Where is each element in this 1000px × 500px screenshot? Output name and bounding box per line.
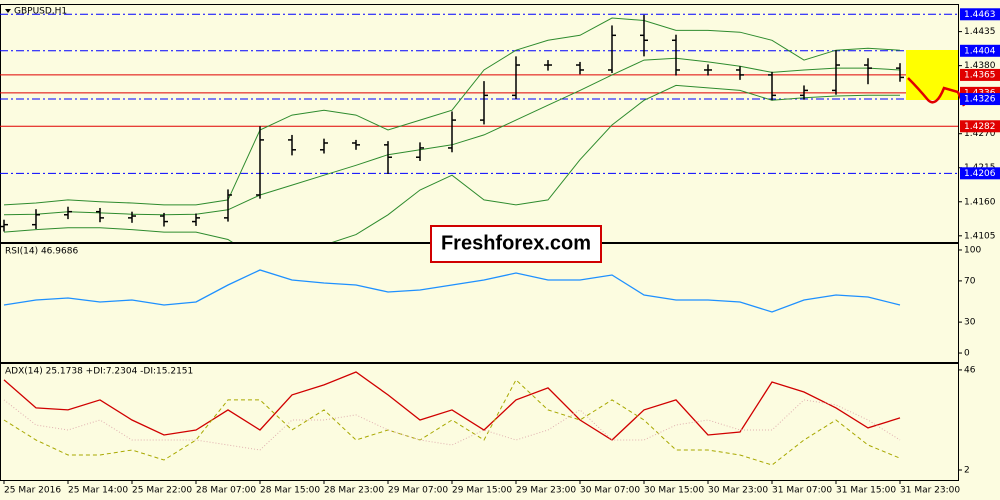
- adx-panel: [3, 371, 901, 466]
- level-label: 1.4326: [964, 95, 996, 105]
- x-tick-label: 25 Mar 22:00: [132, 486, 192, 496]
- menu-triangle: [5, 9, 11, 13]
- y-tick-label: 0: [964, 349, 970, 359]
- x-tick-label: 31 Mar 15:00: [836, 486, 896, 496]
- x-tick-label: 25 Mar 14:00: [68, 486, 128, 496]
- forecast-zone: [906, 50, 958, 100]
- x-tick-label: 30 Mar 15:00: [644, 486, 704, 496]
- x-tick-label: 29 Mar 07:00: [388, 486, 448, 496]
- y-tick-label: 1.4435: [964, 27, 996, 37]
- y-tick-label: 1.4160: [964, 197, 996, 207]
- x-tick-label: 30 Mar 23:00: [708, 486, 768, 496]
- bollinger-band: [3, 17, 901, 206]
- x-tick-label: 28 Mar 07:00: [196, 486, 256, 496]
- price-panel: [0, 13, 958, 242]
- y-tick-label: 1.4380: [964, 61, 996, 71]
- y-tick-label: 1.4270: [964, 129, 996, 139]
- chart-title: GBPUSD,H1: [14, 7, 67, 17]
- axis-labels: 1.44351.43801.42701.42151.41601.41051.44…: [3, 8, 1000, 496]
- watermark-text: Freshforex.com: [441, 232, 591, 254]
- level-label: 1.4365: [964, 70, 996, 80]
- x-tick-label: 30 Mar 07:00: [580, 486, 640, 496]
- y-tick-label: 1.4105: [964, 231, 996, 241]
- x-tick-label: 28 Mar 23:00: [324, 486, 384, 496]
- indicator-line: [3, 371, 901, 441]
- x-tick-label: 29 Mar 23:00: [516, 486, 576, 496]
- y-tick-label: 2: [964, 465, 970, 475]
- level-label-box: [960, 120, 1000, 133]
- y-tick-label: 46: [964, 365, 976, 375]
- level-label-box: [960, 68, 1000, 81]
- level-label: 1.4463: [964, 10, 996, 20]
- y-tick-label: 30: [964, 318, 976, 328]
- adx-title: ADX(14) 25.1738 +DI:7.2304 -DI:15.2151: [5, 367, 193, 377]
- y-tick-label: 70: [964, 276, 976, 286]
- x-tick-label: 31 Mar 23:00: [900, 486, 960, 496]
- forecast-arrow: [907, 77, 966, 107]
- watermark: Freshforex.com: [430, 225, 602, 263]
- level-label-box: [960, 93, 1000, 106]
- x-tick-label: 25 Mar 2016: [4, 486, 61, 496]
- watermark-box: [430, 225, 602, 263]
- y-tick-label: 100: [964, 245, 981, 255]
- level-label-box: [960, 167, 1000, 180]
- level-label: 1.4206: [964, 169, 996, 179]
- rsi-panel: [3, 269, 901, 313]
- indicator-line: [3, 269, 901, 313]
- x-tick-label: 31 Mar 07:00: [772, 486, 832, 496]
- level-label: 1.4282: [964, 122, 996, 132]
- level-label: 1.4404: [964, 46, 996, 56]
- x-tick-label: 29 Mar 15:00: [452, 486, 512, 496]
- x-tick-label: 28 Mar 15:00: [260, 486, 320, 496]
- indicator-line: [3, 399, 901, 451]
- rsi-title: RSI(14) 46.9686: [5, 247, 78, 257]
- level-label-box: [960, 44, 1000, 57]
- bollinger-band: [3, 84, 900, 242]
- adx-frame: [0, 363, 959, 481]
- level-label-box: [960, 8, 1000, 21]
